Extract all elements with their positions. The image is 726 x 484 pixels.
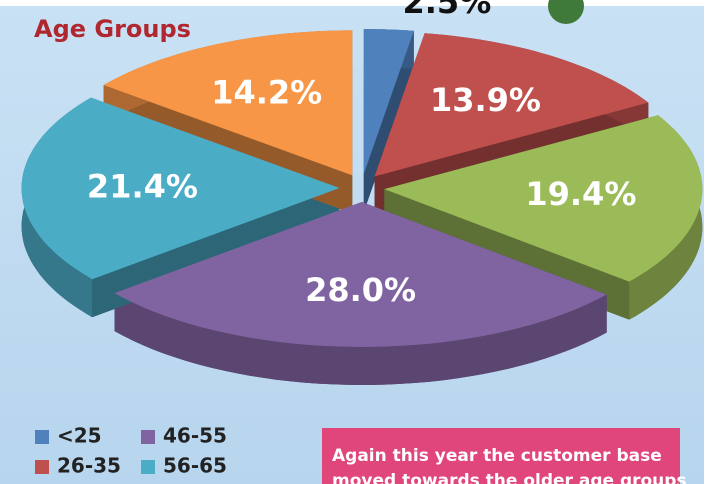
legend: <25 26-35 46-55 56-65	[35, 424, 227, 478]
slice	[103, 30, 353, 176]
note-line: Again this year the customer base	[332, 446, 662, 466]
logo	[548, 0, 584, 24]
legend-label: <25	[57, 424, 102, 448]
note-line: moved towards the older age groups	[332, 471, 687, 484]
data-label: 28.0%	[305, 271, 416, 309]
legend-label: 26-35	[57, 454, 121, 478]
legend-label: 46-55	[163, 424, 227, 448]
data-label: 2.5%	[403, 0, 492, 21]
slice	[363, 29, 414, 175]
legend-swatch	[35, 460, 49, 474]
note-box	[322, 428, 680, 484]
slice	[21, 97, 340, 280]
slice-wall	[114, 293, 607, 385]
legend-swatch	[141, 430, 155, 444]
data-label: 21.4%	[87, 167, 198, 205]
data-label: 19.4%	[525, 175, 636, 213]
legend-swatch	[141, 460, 155, 474]
slice	[384, 115, 703, 282]
slice	[374, 33, 649, 177]
legend-swatch	[35, 430, 49, 444]
slice-cut	[363, 30, 414, 213]
data-label: 13.9%	[430, 81, 541, 119]
data-label: 14.2%	[211, 73, 322, 111]
legend-label: 56-65	[163, 454, 227, 478]
chart-title: Age Groups	[34, 15, 191, 43]
pie: 2.5% 13.9% 19.4% 28.0% 21.4% 14.2%	[21, 0, 703, 385]
slice	[114, 201, 607, 347]
